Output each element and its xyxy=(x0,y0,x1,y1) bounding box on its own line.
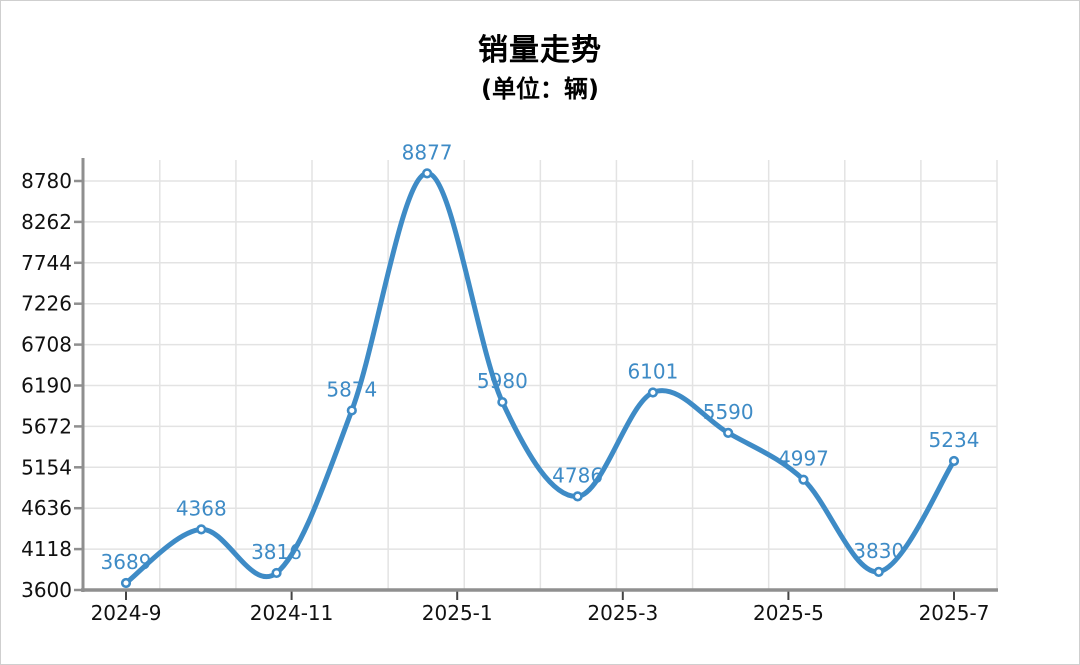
data-point-marker xyxy=(120,577,132,589)
data-point-label: 5980 xyxy=(477,369,528,393)
data-point-label: 3816 xyxy=(251,540,302,564)
y-axis-label: 5154 xyxy=(21,455,72,479)
data-point-label: 4786 xyxy=(552,463,603,487)
data-point-marker xyxy=(196,524,207,535)
data-point-label: 3830 xyxy=(853,539,904,563)
x-axis-label: 2025-7 xyxy=(919,601,990,625)
data-point-label: 5874 xyxy=(326,377,377,401)
x-axis-label: 2025-1 xyxy=(422,601,493,625)
x-axis-label: 2025-5 xyxy=(753,601,824,625)
data-point-label: 4368 xyxy=(176,496,227,520)
data-point-label: 3689 xyxy=(101,550,152,574)
y-axis-label: 6708 xyxy=(21,333,72,357)
data-point-marker xyxy=(873,566,884,577)
data-point-marker xyxy=(271,567,282,579)
data-point-label: 8877 xyxy=(402,140,453,164)
data-point-marker xyxy=(798,474,809,485)
y-axis-label: 4636 xyxy=(21,496,72,520)
y-axis-label: 6190 xyxy=(21,374,72,398)
y-axis-label: 8780 xyxy=(21,169,72,193)
chart-title: 销量走势 xyxy=(478,33,602,68)
y-axis-label: 4118 xyxy=(21,537,72,561)
y-axis-label: 8262 xyxy=(21,210,72,234)
data-point-label: 5234 xyxy=(929,428,980,452)
data-point-label: 6101 xyxy=(627,360,678,384)
y-axis-label: 7226 xyxy=(21,292,72,316)
data-point-marker xyxy=(647,387,659,398)
data-point-marker xyxy=(421,168,433,179)
x-axis-label: 2024-11 xyxy=(250,601,334,625)
data-point-label: 5590 xyxy=(703,400,754,424)
x-axis-label: 2025-3 xyxy=(587,601,658,625)
y-axis-label: 3600 xyxy=(21,578,72,602)
y-axis-label: 5672 xyxy=(21,414,72,438)
data-point-marker xyxy=(723,427,734,438)
x-axis-label: 2024-9 xyxy=(91,601,162,625)
data-point-marker xyxy=(346,405,357,416)
y-axis-label: 7744 xyxy=(21,251,72,275)
data-point-marker xyxy=(497,396,508,408)
data-point-marker xyxy=(948,455,960,467)
data-point-label: 4997 xyxy=(778,447,829,471)
data-point-marker xyxy=(572,491,583,502)
chart-subtitle: (单位：辆) xyxy=(481,75,599,103)
